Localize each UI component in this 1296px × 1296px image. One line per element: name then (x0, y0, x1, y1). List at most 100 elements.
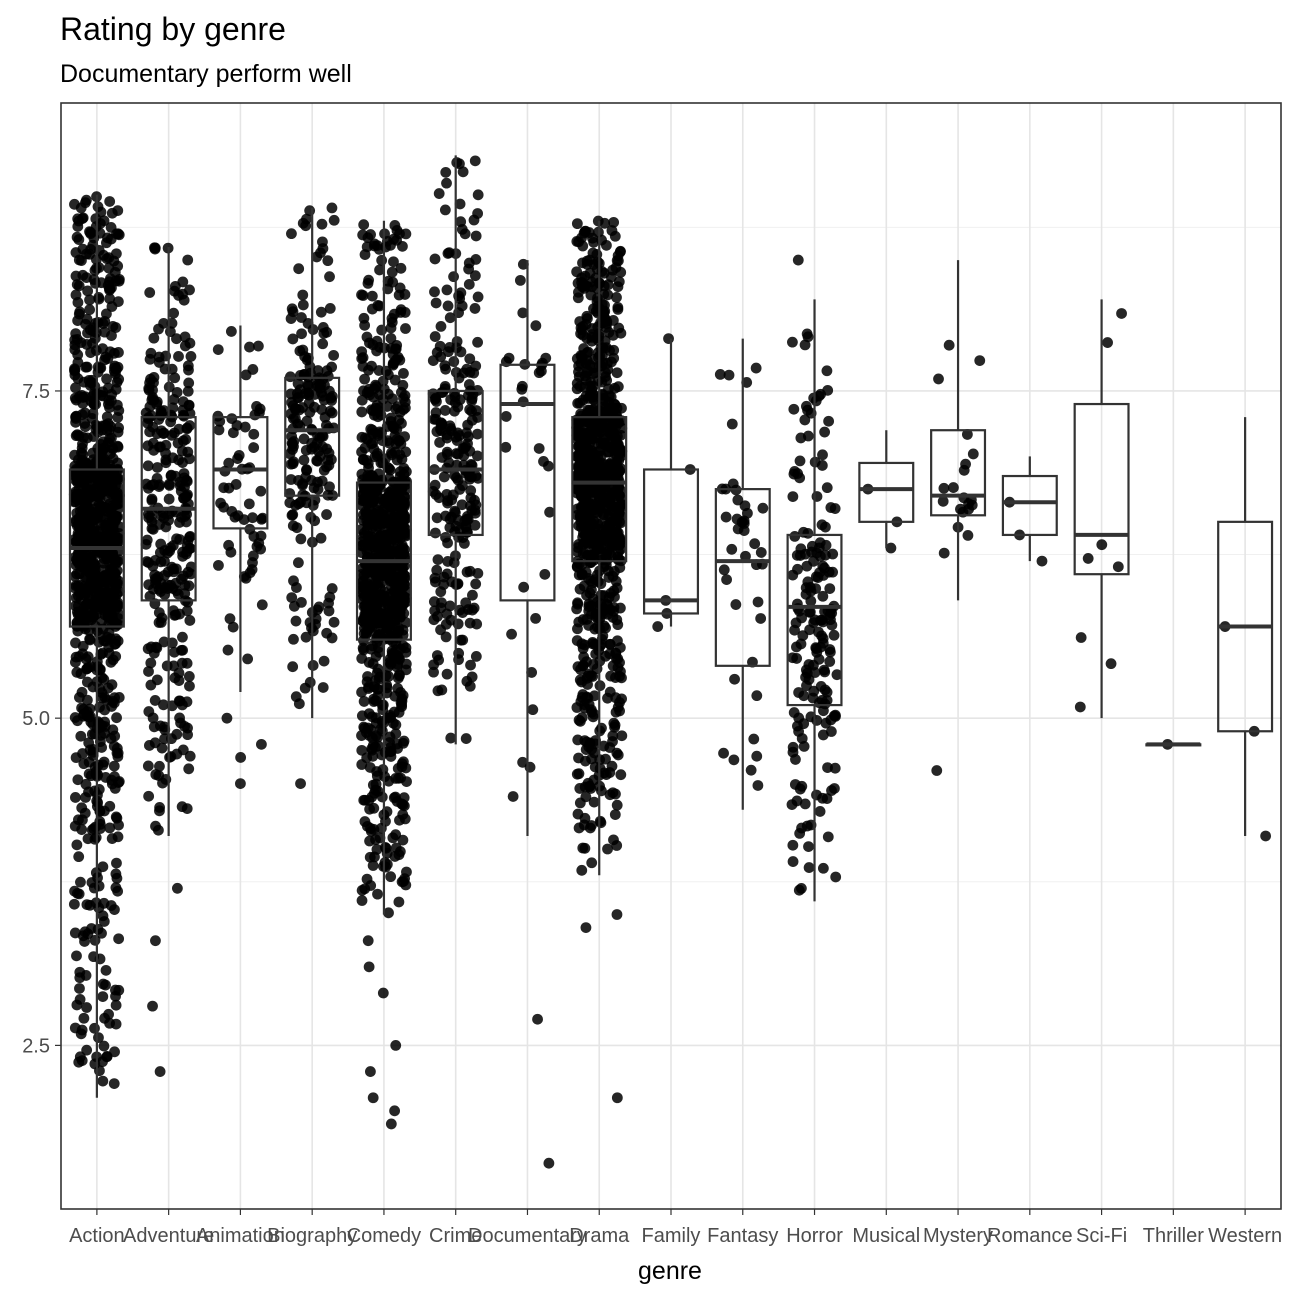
data-point (290, 615, 302, 627)
data-point (500, 441, 512, 453)
data-point (828, 629, 840, 641)
data-point (71, 568, 83, 580)
data-point (604, 442, 616, 454)
data-point (611, 840, 623, 851)
data-point (295, 533, 307, 545)
data-point (609, 230, 621, 242)
data-point (73, 814, 84, 826)
data-point (787, 336, 798, 348)
data-point (84, 528, 96, 539)
data-point (586, 391, 598, 403)
data-point (305, 511, 317, 523)
data-point (86, 923, 97, 934)
data-point (397, 498, 409, 509)
data-point (375, 529, 386, 541)
data-point (1102, 337, 1113, 348)
data-point (162, 579, 173, 591)
data-point (70, 328, 82, 340)
data-point (399, 873, 410, 885)
data-point (588, 236, 600, 248)
data-point (233, 449, 245, 461)
data-point (77, 930, 89, 942)
data-point (142, 440, 154, 452)
data-point (431, 564, 443, 576)
data-point (96, 742, 108, 753)
data-point (70, 382, 81, 394)
data-point (610, 413, 622, 425)
data-point (374, 482, 386, 494)
data-point (184, 531, 196, 542)
data-point (253, 537, 265, 549)
data-point (113, 776, 125, 787)
data-point (104, 1017, 115, 1029)
data-point (321, 509, 332, 520)
data-point (385, 1118, 397, 1130)
data-point (436, 387, 448, 398)
data-point (286, 437, 298, 449)
data-point (434, 437, 446, 448)
data-point (721, 574, 732, 586)
data-point (285, 313, 297, 324)
data-point (112, 296, 124, 308)
data-point (356, 884, 368, 896)
data-point (326, 632, 338, 644)
data-point (142, 460, 154, 472)
data-point (106, 207, 118, 219)
data-point (69, 885, 80, 897)
data-point (256, 599, 268, 611)
data-point (963, 498, 974, 510)
data-point (111, 712, 122, 724)
data-point (358, 219, 370, 231)
data-point (158, 636, 170, 648)
data-point (143, 790, 155, 802)
data-point (93, 636, 105, 648)
data-point (362, 671, 373, 682)
data-point (789, 466, 801, 477)
data-point (89, 728, 101, 740)
data-point (390, 1039, 402, 1051)
data-point (153, 824, 164, 836)
data-point (151, 674, 163, 686)
data-point (385, 712, 397, 723)
data-point (379, 622, 391, 634)
data-point (328, 349, 340, 361)
data-point (582, 538, 594, 550)
data-point (400, 642, 412, 654)
data-point (324, 302, 336, 314)
data-point (367, 750, 379, 762)
x-tick-label: Comedy (347, 1225, 421, 1247)
data-point (584, 549, 596, 561)
data-point (572, 469, 584, 481)
data-point (230, 479, 242, 490)
data-point (615, 451, 627, 462)
data-point (153, 607, 165, 619)
data-point (787, 491, 799, 502)
data-point (457, 634, 469, 646)
data-point (730, 599, 742, 610)
data-point (292, 388, 303, 399)
data-point (369, 451, 381, 463)
data-point (827, 548, 839, 560)
data-point (328, 214, 340, 226)
data-point (182, 254, 194, 266)
data-point (105, 656, 117, 668)
data-point (85, 377, 97, 389)
data-point (1116, 308, 1127, 319)
data-point (813, 542, 825, 554)
data-point (164, 479, 175, 491)
data-point (182, 596, 194, 608)
data-point (388, 308, 400, 320)
data-point (613, 322, 625, 334)
data-point (254, 403, 266, 415)
x-tick-label: Crime (429, 1225, 482, 1247)
data-point (176, 699, 188, 711)
data-point (86, 877, 98, 888)
data-point (391, 600, 403, 611)
data-point (789, 530, 801, 542)
data-point (429, 527, 441, 539)
data-point (87, 536, 99, 548)
data-point (588, 796, 600, 808)
data-point (369, 787, 380, 799)
data-point (601, 375, 613, 386)
data-point (170, 563, 182, 575)
